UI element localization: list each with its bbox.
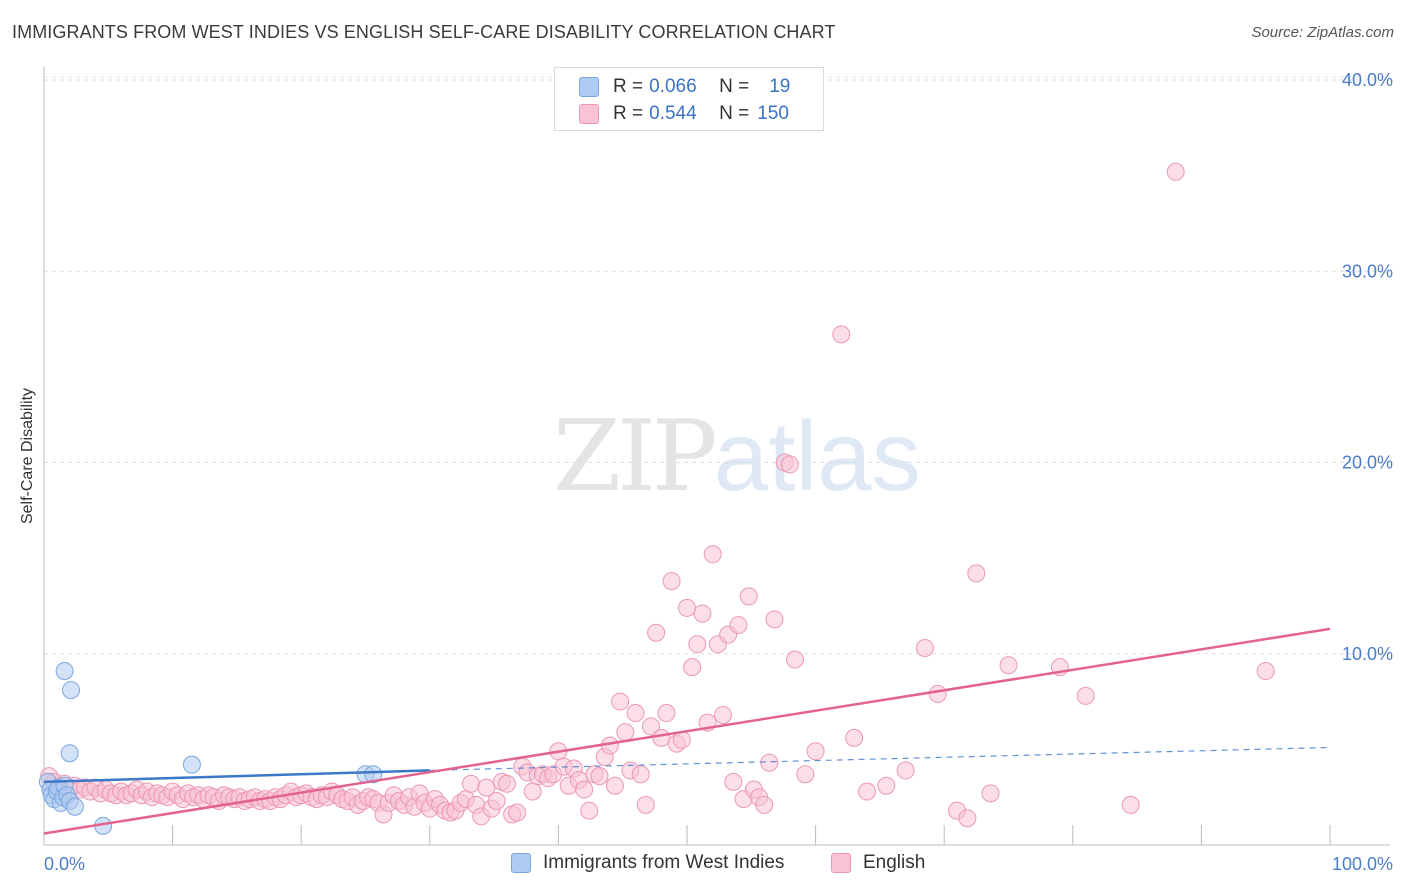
english-point: [1121, 795, 1140, 814]
english-point: [703, 545, 722, 564]
legend-r-label: R =: [613, 103, 644, 124]
english-point: [760, 753, 779, 772]
english-point: [636, 795, 655, 814]
english-point: [786, 650, 805, 669]
watermark-zip: ZIP: [553, 400, 718, 514]
english-point: [877, 776, 896, 795]
y-tick-label: 10.0%: [1342, 644, 1393, 664]
english-point: [461, 774, 480, 793]
english-point: [652, 728, 671, 747]
west-indies-point: [182, 755, 201, 774]
y-tick-label: 40.0%: [1342, 70, 1393, 90]
english-point: [714, 705, 733, 724]
west-indies-point: [65, 797, 84, 816]
english-point: [626, 704, 645, 723]
english-point: [616, 723, 635, 742]
english-point: [688, 635, 707, 654]
legend-n-value: 150: [757, 103, 789, 124]
english-point: [523, 782, 542, 801]
legend-r-value: 0.066: [649, 76, 697, 97]
english-point: [755, 795, 774, 814]
legend-row-english: R = 0.544 N = 150: [579, 102, 789, 126]
x-tick-label: 0.0%: [44, 854, 85, 874]
english-point: [967, 564, 986, 583]
y-tick-label: 20.0%: [1342, 453, 1393, 473]
series-legend: Immigrants from West Indies English: [0, 852, 1406, 878]
english-point: [580, 801, 599, 820]
source-label: Source: ZipAtlas.com: [1251, 24, 1394, 41]
english-point: [928, 684, 947, 703]
english-point: [739, 587, 758, 606]
english-point: [724, 772, 743, 791]
english-point: [683, 658, 702, 677]
english-point: [657, 704, 676, 723]
legend-r-value: 0.544: [649, 103, 697, 124]
y-tick-label: 30.0%: [1342, 261, 1393, 281]
watermark: ZIPatlas: [553, 400, 921, 514]
english-point: [832, 325, 851, 344]
english-point: [999, 656, 1018, 675]
english-point: [915, 639, 934, 658]
english-point: [765, 610, 784, 629]
english-point: [508, 803, 527, 822]
english-point: [896, 761, 915, 780]
west-indies-trendline-extension: [429, 746, 1331, 772]
english-point: [662, 572, 681, 591]
english-point: [611, 692, 630, 711]
english-point: [858, 782, 877, 801]
legend-item-english[interactable]: English: [831, 852, 925, 874]
english-point: [641, 717, 660, 736]
english-point: [631, 765, 650, 784]
english-point: [796, 765, 815, 784]
english-trendline: [43, 627, 1331, 835]
english-point: [575, 780, 594, 799]
english-point: [678, 598, 696, 617]
english-point: [845, 728, 864, 747]
legend-row-west-indies: R = 0.066 N = 19: [579, 75, 790, 99]
legend-r-label: R =: [613, 76, 644, 97]
legend-label-english: English: [863, 852, 926, 873]
english-point: [729, 616, 748, 635]
english-point: [780, 455, 799, 474]
stats-legend: R = 0.066 N = 19 R = 0.544 N = 150: [554, 67, 824, 131]
english-point: [1076, 686, 1095, 705]
legend-swatch-west-indies: [579, 77, 599, 97]
english-point: [1166, 162, 1185, 181]
english-point: [605, 776, 624, 795]
x-tick-label: 100.0%: [1332, 854, 1393, 874]
english-point: [497, 774, 516, 793]
legend-item-west-indies[interactable]: Immigrants from West Indies: [511, 852, 784, 874]
legend-swatch-west-indies: [511, 853, 531, 873]
chart-title: IMMIGRANTS FROM WEST INDIES VS ENGLISH S…: [12, 22, 836, 42]
legend-n-label: N =: [719, 103, 750, 124]
english-point: [590, 767, 609, 786]
english-point: [958, 809, 977, 828]
west-indies-point: [60, 744, 79, 763]
english-point: [487, 792, 506, 811]
legend-swatch-english: [579, 104, 599, 124]
west-indies-trendline: [43, 769, 430, 784]
legend-label-west-indies: Immigrants from West Indies: [543, 852, 785, 873]
english-point: [981, 784, 1000, 803]
watermark-atlas: atlas: [713, 401, 921, 511]
west-indies-point: [364, 765, 383, 784]
legend-swatch-english: [831, 853, 851, 873]
english-point: [806, 742, 825, 761]
english-point: [1256, 661, 1275, 680]
english-point: [647, 623, 666, 642]
west-indies-point: [62, 681, 81, 700]
english-point: [693, 604, 712, 623]
legend-n-label: N =: [719, 76, 750, 97]
west-indies-point: [55, 661, 74, 680]
legend-n-value: 19: [769, 76, 791, 97]
